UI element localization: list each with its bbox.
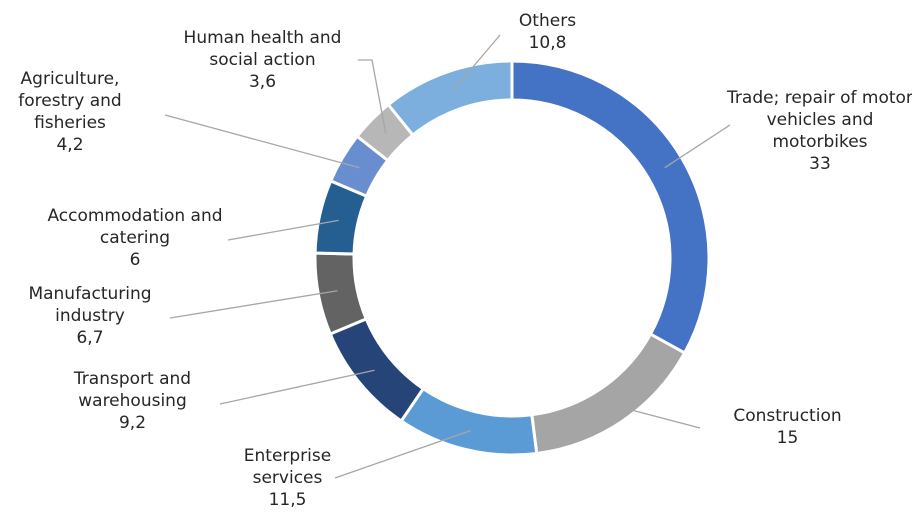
value-label: 10,8 [528, 33, 567, 53]
value-label: 9,2 [118, 413, 147, 433]
slice [530, 332, 687, 456]
category-label: Enterprise services [243, 446, 332, 488]
leader-line [164, 114, 360, 169]
data-label: Trade; repair of motor vehicles and moto… [720, 87, 912, 175]
category-label: Transport and warehousing [73, 369, 192, 411]
leader-line [219, 369, 375, 405]
data-label: Human health and social action 3,6 [160, 27, 365, 93]
slice [399, 386, 539, 457]
data-label: Agriculture, forestry and fisheries 4,2 [0, 68, 140, 156]
value-label: 4,2 [56, 135, 84, 155]
data-label: Manufacturing industry 6,7 [0, 283, 180, 349]
value-label: 33 [809, 154, 831, 174]
data-label: Others 10,8 [470, 10, 625, 54]
slice [510, 59, 711, 355]
category-label: Others [518, 11, 577, 31]
leader-line [227, 219, 339, 241]
category-label: Trade; repair of motor vehicles and moto… [727, 88, 912, 152]
data-label: Accommodation and catering 6 [40, 205, 230, 271]
leader-line [664, 124, 731, 169]
leader-line [358, 59, 387, 134]
category-label: Human health and social action [183, 28, 342, 70]
value-label: 11,5 [268, 490, 307, 510]
slice [328, 316, 426, 424]
leader-line [334, 429, 471, 479]
leader-line [452, 34, 501, 92]
value-label: 3,6 [248, 72, 277, 92]
leader-line [611, 404, 701, 429]
category-label: Agriculture, forestry and fisheries [18, 69, 122, 133]
category-label: Manufacturing industry [28, 284, 152, 326]
value-label: 6 [129, 250, 141, 270]
value-label: 6,7 [76, 328, 104, 348]
leader-line [169, 290, 338, 319]
data-label: Enterprise services 11,5 [215, 445, 360, 511]
data-label: Construction 15 [700, 405, 875, 449]
category-label: Accommodation and catering [47, 206, 223, 248]
slice [386, 59, 514, 138]
value-label: 15 [776, 428, 799, 448]
data-label: Transport and warehousing 9,2 [40, 368, 225, 434]
category-label: Construction [733, 406, 842, 426]
